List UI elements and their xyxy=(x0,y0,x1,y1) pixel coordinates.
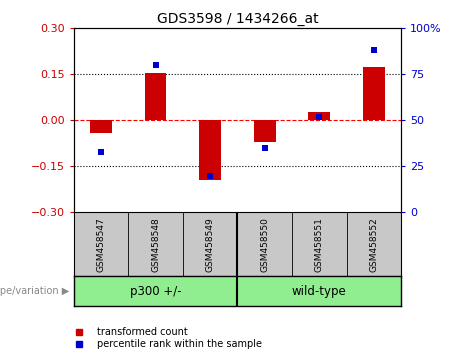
Bar xyxy=(145,73,166,120)
Text: percentile rank within the sample: percentile rank within the sample xyxy=(97,339,262,349)
Text: GSM458548: GSM458548 xyxy=(151,217,160,272)
Text: GSM458552: GSM458552 xyxy=(369,217,378,272)
Bar xyxy=(363,67,384,120)
Bar xyxy=(90,120,112,133)
Point xyxy=(315,114,323,120)
Text: GSM458547: GSM458547 xyxy=(96,217,106,272)
Point xyxy=(261,145,268,151)
Text: GSM458549: GSM458549 xyxy=(206,217,215,272)
Text: p300 +/-: p300 +/- xyxy=(130,285,181,298)
Point xyxy=(152,62,159,68)
Point xyxy=(370,47,378,53)
Text: genotype/variation ▶: genotype/variation ▶ xyxy=(0,286,69,296)
Bar xyxy=(308,112,330,120)
Bar xyxy=(254,120,276,142)
Title: GDS3598 / 1434266_at: GDS3598 / 1434266_at xyxy=(157,12,318,26)
Text: wild-type: wild-type xyxy=(292,285,347,298)
Point xyxy=(97,149,105,154)
Text: GSM458550: GSM458550 xyxy=(260,217,269,272)
Bar xyxy=(199,120,221,180)
Text: GSM458551: GSM458551 xyxy=(315,217,324,272)
Point xyxy=(207,173,214,178)
Text: transformed count: transformed count xyxy=(97,327,188,337)
